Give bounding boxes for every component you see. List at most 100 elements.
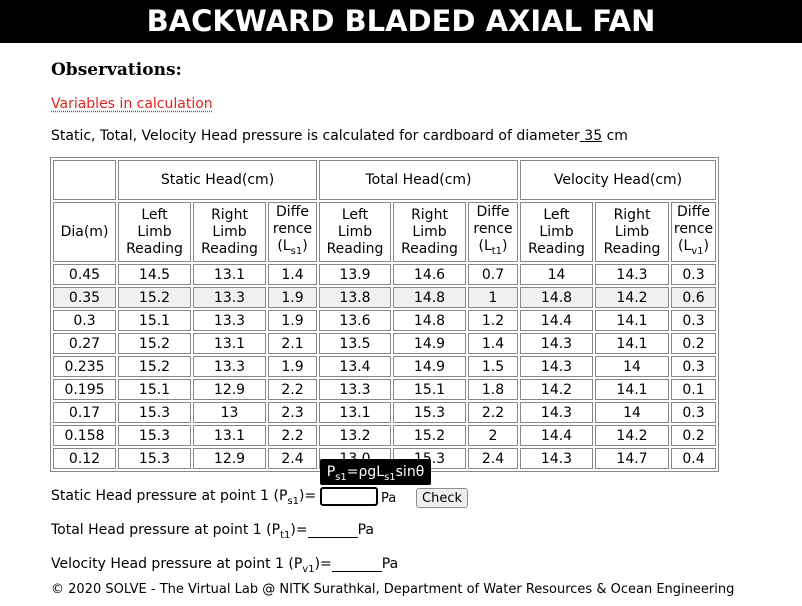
table-cell: 14.2 xyxy=(595,287,669,308)
table-cell: 1.2 xyxy=(468,310,518,331)
observations-heading: Observations: xyxy=(51,60,182,80)
table-cell: 1.9 xyxy=(268,287,317,308)
static-head-label: Static Head pressure at point 1 (Ps1)= xyxy=(51,488,317,507)
table-cell: 15.3 xyxy=(393,402,466,423)
table-cell: 14.2 xyxy=(595,425,669,446)
sub-header-7: Right Limb Reading xyxy=(595,202,669,262)
variables-link[interactable]: Variables in calculation xyxy=(51,96,213,112)
table-cell: 14.5 xyxy=(118,264,191,285)
velocity-blank xyxy=(331,559,382,572)
table-cell: 13.1 xyxy=(193,264,266,285)
table-row: 0.35 15.2 13.3 1.9 13.8 14.8 1 14.8 14.2 0.6 xyxy=(53,287,716,308)
table-cell: 14 xyxy=(595,356,669,377)
table-row: 0.195 15.1 12.9 2.2 13.3 15.1 1.8 14.2 14.1 0.1 xyxy=(53,379,716,400)
observations-table-container: Static Head(cm) Total Head(cm) Velocity … xyxy=(50,157,719,472)
table-cell: 14.3 xyxy=(520,356,593,377)
table-cell: 13.6 xyxy=(319,310,391,331)
table-cell: 13.2 xyxy=(319,425,391,446)
table-cell: 13.3 xyxy=(193,287,266,308)
table-cell: 14.3 xyxy=(520,448,593,469)
table-cell: 14.4 xyxy=(520,425,593,446)
total-head-label: Total Head pressure at point 1 (Pt1)= Pa xyxy=(51,522,374,541)
sub-header-8: Diffe rence (Lv1) xyxy=(671,202,716,262)
table-cell: 0.4 xyxy=(671,448,716,469)
table-cell: 13.9 xyxy=(319,264,391,285)
table-cell: 14 xyxy=(595,402,669,423)
velocity-unit: Pa xyxy=(381,556,399,572)
table-cell: 14.3 xyxy=(520,333,593,354)
table-row: 0.3 15.1 13.3 1.9 13.6 14.8 1.2 14.4 14.1 0.3 xyxy=(53,310,716,331)
table-cell: 2.2 xyxy=(268,425,317,446)
velocity-head-label: Velocity Head pressure at point 1 (Pv1)=… xyxy=(51,556,399,575)
table-cell: 15.3 xyxy=(118,402,191,423)
sub-header-1: Right Limb Reading xyxy=(193,202,266,262)
total-unit: Pa xyxy=(357,522,374,538)
table-cell: 0.45 xyxy=(53,264,116,285)
table-row: 0.27 15.2 13.1 2.1 13.5 14.9 1.4 14.3 14.1 0.2 xyxy=(53,333,716,354)
table-cell: 1 xyxy=(468,287,518,308)
table-cell: 13.3 xyxy=(193,310,266,331)
velocity-head-header: Velocity Head(cm) xyxy=(520,160,716,200)
table-cell: 0.35 xyxy=(53,287,116,308)
table-cell: 15.2 xyxy=(118,333,191,354)
table-cell: 14.8 xyxy=(520,287,593,308)
table-cell: 15.3 xyxy=(118,448,191,469)
static-head-header: Static Head(cm) xyxy=(118,160,317,200)
table-cell: 2.1 xyxy=(268,333,317,354)
table-cell: 15.2 xyxy=(118,287,191,308)
table-cell: 13.3 xyxy=(319,379,391,400)
table-cell: 0.158 xyxy=(53,425,116,446)
table-cell: 2.3 xyxy=(268,402,317,423)
table-cell: 13.1 xyxy=(319,402,391,423)
table-cell: 0.3 xyxy=(671,356,716,377)
table-cell: 13.1 xyxy=(193,333,266,354)
table-cell: 2.2 xyxy=(268,379,317,400)
table-cell: 14.9 xyxy=(393,356,466,377)
table-cell: 2.4 xyxy=(468,448,518,469)
table-cell: 13.5 xyxy=(319,333,391,354)
total-blank xyxy=(307,525,358,538)
table-cell: 14.1 xyxy=(595,310,669,331)
page-title: BACKWARD BLADED AXIAL FAN xyxy=(0,0,802,43)
table-cell: 2 xyxy=(468,425,518,446)
description: Static, Total, Velocity Head pressure is… xyxy=(51,128,628,144)
table-cell: 13.8 xyxy=(319,287,391,308)
table-cell: 1.5 xyxy=(468,356,518,377)
table-cell: 13 xyxy=(193,402,266,423)
description-text: Static, Total, Velocity Head pressure is… xyxy=(51,128,580,144)
static-head-input[interactable] xyxy=(320,487,378,506)
table-cell: 13.4 xyxy=(319,356,391,377)
diameter-unit: cm xyxy=(606,128,628,144)
table-cell: 14.3 xyxy=(595,264,669,285)
table-cell: 2.2 xyxy=(468,402,518,423)
table-cell: 14 xyxy=(520,264,593,285)
check-button[interactable]: Check xyxy=(416,488,468,508)
table-cell: 15.1 xyxy=(118,310,191,331)
table-row: 0.17 15.3 13 2.3 13.1 15.3 2.2 14.3 14 0.3 xyxy=(53,402,716,423)
table-cell: 0.2 xyxy=(671,425,716,446)
group-header-row: Static Head(cm) Total Head(cm) Velocity … xyxy=(53,160,716,200)
total-head-header: Total Head(cm) xyxy=(319,160,518,200)
table-row: 0.235 15.2 13.3 1.9 13.4 14.9 1.5 14.3 14 0.3 xyxy=(53,356,716,377)
table-cell: 0.12 xyxy=(53,448,116,469)
sub-header-5: Diffe rence (Lt1) xyxy=(468,202,518,262)
table-cell: 1.4 xyxy=(268,264,317,285)
sub-header-0: Left Limb Reading xyxy=(118,202,191,262)
table-cell: 1.4 xyxy=(468,333,518,354)
table-cell: 14.1 xyxy=(595,379,669,400)
empty-header-cell xyxy=(53,160,116,200)
table-cell: 14.8 xyxy=(393,287,466,308)
table-cell: 14.1 xyxy=(595,333,669,354)
table-cell: 12.9 xyxy=(193,448,266,469)
table-cell: 0.3 xyxy=(671,402,716,423)
dia-header: Dia(m) xyxy=(53,202,116,262)
table-cell: 12.9 xyxy=(193,379,266,400)
table-cell: 14.2 xyxy=(520,379,593,400)
table-cell: 13.3 xyxy=(193,356,266,377)
table-cell: 0.235 xyxy=(53,356,116,377)
formula-tooltip: Ps1=ρgLs1sinθ xyxy=(320,459,431,485)
table-cell: 0.3 xyxy=(671,310,716,331)
table-cell: 0.195 xyxy=(53,379,116,400)
observations-table: Static Head(cm) Total Head(cm) Velocity … xyxy=(50,157,719,472)
table-cell: 14.7 xyxy=(595,448,669,469)
